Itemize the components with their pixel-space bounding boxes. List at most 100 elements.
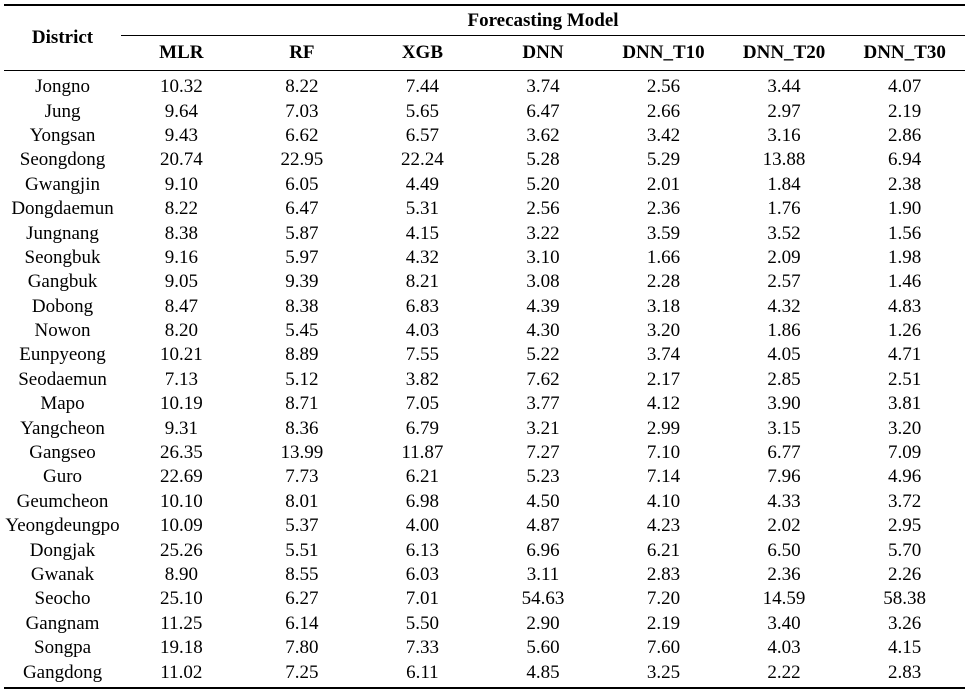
value-cell: 2.90 [526, 612, 560, 634]
value-cell: 10.10 [159, 490, 203, 512]
value-cell: 6.83 [405, 295, 440, 317]
value-cell: 4.87 [526, 515, 560, 537]
table-row: Guro 22.69 7.73 6.21 5.23 7.14 7.96 4.96 [4, 465, 965, 489]
value-cell: 8.90 [164, 564, 198, 585]
value-cell: 9.64 [164, 100, 198, 122]
value-cell: 11.25 [160, 612, 203, 634]
value-cell: 4.12 [646, 393, 681, 415]
value-cell: 2.83 [646, 564, 681, 585]
value-cell: 2.57 [767, 271, 801, 293]
value-cell: 7.10 [646, 442, 681, 464]
value-cell: 3.08 [526, 271, 560, 293]
district-cell: Seongdong [19, 149, 106, 171]
value-cell: 7.62 [526, 368, 560, 390]
value-cell: 8.38 [285, 295, 319, 317]
value-cell: 8.21 [405, 271, 440, 293]
value-cell: 8.20 [164, 320, 198, 342]
value-cell: 8.38 [164, 222, 198, 244]
value-cell: 9.05 [164, 271, 198, 293]
value-cell: 3.82 [405, 368, 440, 390]
value-cell: 25.26 [159, 539, 203, 561]
value-cell: 8.22 [285, 76, 319, 98]
value-cell: 4.15 [405, 222, 440, 244]
district-cell: Eunpyeong [19, 344, 106, 366]
header-row-models: MLR RF XGB DNN DNN_T10 DNN_T20 DNN_T30 [4, 36, 965, 71]
value-cell: 7.55 [405, 344, 440, 366]
value-cell: 3.20 [888, 417, 922, 439]
value-cell: 8.89 [285, 344, 319, 366]
value-cell: 5.60 [526, 637, 560, 659]
value-cell: 25.10 [159, 588, 203, 610]
value-cell: 7.01 [405, 588, 440, 610]
value-cell: 3.22 [526, 222, 560, 244]
value-cell: 3.10 [526, 246, 560, 268]
table-row: Gangdong 11.02 7.25 6.11 4.85 3.25 2.22 2.83 [4, 660, 965, 689]
value-cell: 2.56 [646, 76, 681, 98]
value-cell: 1.98 [888, 246, 922, 268]
value-cell: 5.28 [526, 149, 560, 171]
value-cell: 2.22 [723, 660, 845, 689]
value-cell: 4.03 [405, 320, 440, 342]
value-cell: 2.26 [888, 564, 922, 585]
table-row: Seongbuk 9.16 5.97 4.32 3.10 1.66 2.09 1.98 [4, 246, 965, 270]
group-header-label: Forecasting Model [467, 10, 619, 31]
district-cell: Dongdaemun [11, 198, 114, 220]
value-cell: 2.83 [844, 660, 965, 689]
value-cell: 7.03 [285, 100, 319, 122]
district-cell: Yangcheon [20, 417, 105, 439]
district-cell: Seongbuk [24, 246, 101, 268]
district-cell: Jung [44, 100, 81, 122]
table-row: Gwanak 8.90 8.55 6.03 3.11 2.83 2.36 2.26 [4, 563, 965, 587]
value-cell: 5.97 [285, 246, 319, 268]
value-cell: 3.16 [767, 124, 801, 146]
value-cell: 2.36 [646, 198, 681, 220]
value-cell: 8.47 [164, 295, 198, 317]
table-row: Nowon 8.20 5.45 4.03 4.30 3.20 1.86 1.26 [4, 319, 965, 343]
value-cell: 6.05 [285, 173, 319, 195]
value-cell: 6.14 [285, 612, 319, 634]
district-cell: Geumcheon [16, 490, 109, 512]
value-cell: 7.33 [405, 637, 440, 659]
value-cell: 5.12 [285, 368, 319, 390]
value-cell: 4.50 [526, 490, 560, 512]
value-cell: 8.36 [285, 417, 319, 439]
value-cell: 3.77 [526, 393, 560, 415]
header-row-group: District Forecasting Model [4, 4, 965, 71]
value-cell: 6.13 [405, 539, 440, 561]
table-row: Jungnang 8.38 5.87 4.15 3.22 3.59 3.52 1.56 [4, 221, 965, 245]
value-cell: 3.20 [646, 320, 681, 342]
model-column-header: MLR [121, 36, 242, 71]
model-column-header: RF [241, 36, 363, 71]
value-cell: 3.52 [767, 222, 801, 244]
value-cell: 7.44 [405, 76, 440, 98]
value-cell: 3.42 [646, 124, 681, 146]
value-cell: 4.05 [767, 344, 801, 366]
district-cell: Dobong [31, 295, 94, 317]
value-cell: 3.90 [767, 393, 801, 415]
value-cell: 2.85 [767, 368, 801, 390]
value-cell: 6.96 [526, 539, 560, 561]
value-cell: 6.21 [405, 466, 440, 488]
value-cell: 4.49 [405, 173, 440, 195]
value-cell: 5.45 [285, 320, 319, 342]
value-cell: 9.39 [285, 271, 319, 293]
value-cell: 9.31 [164, 417, 198, 439]
model-column-header: DNN_T30 [844, 36, 965, 71]
district-cell: Seocho [34, 588, 91, 610]
model-column-header: DNN_T10 [603, 36, 724, 71]
value-cell: 8.22 [164, 198, 198, 220]
value-cell: 2.97 [767, 100, 801, 122]
district-column-header: District [4, 4, 122, 71]
value-cell: 2.99 [646, 417, 681, 439]
value-cell: 4.32 [405, 246, 440, 268]
value-cell: 6.47 [285, 198, 319, 220]
district-cell: Songpa [34, 637, 92, 659]
district-cell: Yeongdeungpo [5, 515, 120, 537]
district-cell: Guro [42, 466, 83, 488]
table-row: Seodaemun 7.13 5.12 3.82 7.62 2.17 2.85 2.51 [4, 368, 965, 392]
value-cell: 5.20 [526, 173, 560, 195]
forecasting-results-table: District Forecasting Model MLR RF XGB DNN DN… [4, 4, 965, 689]
value-cell: 6.27 [285, 588, 319, 610]
value-cell: 5.31 [405, 198, 440, 220]
